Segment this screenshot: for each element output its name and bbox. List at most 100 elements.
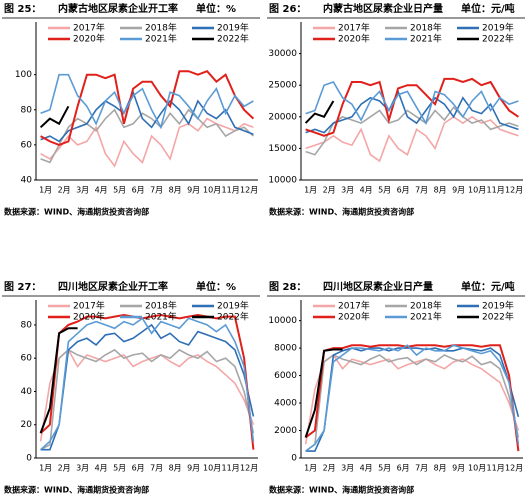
x-tick-label: 3月 (341, 464, 354, 473)
x-tick-label: 3月 (76, 186, 89, 195)
y-tick-label: 20000 (268, 112, 297, 122)
figure-label: 图 25： (4, 3, 41, 15)
legend-label: 2018年 (145, 300, 177, 312)
figure-label: 图 28： (269, 281, 306, 293)
x-tick-label: 9月 (187, 464, 200, 473)
y-tick-label: 25000 (268, 81, 297, 91)
x-tick-label: 11月 (222, 464, 240, 473)
series-line (304, 348, 343, 438)
x-tick-label: 6月 (397, 464, 410, 473)
source-note: 数据来源：WIND、海通期货投资咨询部 (4, 485, 149, 495)
legend-label: 2020年 (338, 33, 370, 45)
y-tick-label: 60 (21, 354, 33, 364)
y-tick-label: 60 (21, 140, 33, 150)
y-tick-label: 10000 (268, 316, 297, 326)
x-tick-label: 12月 (505, 186, 523, 195)
legend-label: 2021年 (410, 311, 442, 323)
source-note: 数据来源：WIND、海通期货投资咨询部 (4, 207, 149, 217)
x-tick-label: 6月 (132, 464, 145, 473)
legend-label: 2018年 (145, 22, 177, 34)
x-tick-label: 8月 (434, 186, 447, 195)
series-line (304, 100, 335, 124)
x-tick-label: 8月 (434, 464, 447, 473)
series-line (39, 348, 255, 442)
y-tick-label: 100 (15, 70, 32, 80)
y-tick-label: 8000 (274, 344, 297, 354)
legend-label: 2021年 (145, 311, 177, 323)
x-tick-label: 2月 (58, 186, 71, 195)
legend-label: 2017年 (73, 300, 105, 312)
x-tick-label: 3月 (76, 464, 89, 473)
series-line (40, 117, 254, 168)
y-tick-label: 4000 (274, 399, 297, 409)
figure-label: 图 27： (4, 281, 41, 293)
x-tick-label: 4月 (95, 186, 108, 195)
y-tick-label: 20 (21, 420, 33, 430)
x-tick-label: 1月 (304, 464, 317, 473)
x-tick-label: 5月 (113, 186, 126, 195)
legend-label: 2022年 (217, 311, 249, 323)
source-note: 数据来源：WIND、海通期货投资咨询部 (269, 485, 414, 495)
x-tick-label: 12月 (240, 464, 258, 473)
x-tick-label: 7月 (415, 464, 428, 473)
unit-label: 单位：% (196, 2, 236, 15)
legend-label: 2022年 (482, 33, 514, 45)
x-tick-label: 4月 (360, 186, 373, 195)
chart-title: 四川地区尿素企业开工率 (58, 280, 168, 293)
y-tick-label: 0 (291, 454, 297, 464)
unit-label: 单位：元/吨 (461, 280, 515, 293)
unit-label: 单位：元/吨 (461, 2, 515, 15)
legend-label: 2019年 (482, 22, 514, 34)
series-line (305, 115, 519, 163)
y-tick-label: 15000 (268, 144, 297, 154)
figure-label: 图 26： (269, 3, 306, 15)
legend-label: 2019年 (217, 22, 249, 34)
legend-label: 2020年 (73, 33, 105, 45)
series-line (39, 327, 78, 434)
x-tick-label: 6月 (397, 186, 410, 195)
unit-label: 单位：% (196, 280, 236, 293)
x-tick-label: 1月 (39, 186, 52, 195)
legend-label: 2022年 (217, 33, 249, 45)
x-tick-label: 7月 (150, 186, 163, 195)
x-tick-label: 5月 (378, 464, 391, 473)
series-line (40, 323, 255, 451)
series-line (40, 90, 254, 143)
y-tick-label: 80 (21, 320, 33, 330)
x-tick-label: 7月 (150, 464, 163, 473)
x-tick-label: 1月 (39, 464, 52, 473)
x-tick-label: 6月 (132, 186, 145, 195)
x-tick-label: 10月 (468, 464, 486, 473)
legend-label: 2021年 (145, 33, 177, 45)
x-tick-label: 11月 (222, 186, 240, 195)
legend-label: 2018年 (410, 300, 442, 312)
series-line (305, 89, 519, 134)
legend-label: 2019年 (482, 300, 514, 312)
legend-label: 2021年 (410, 33, 442, 45)
legend-label: 2022年 (482, 311, 514, 323)
legend-label: 2020年 (338, 311, 370, 323)
x-tick-label: 4月 (95, 464, 108, 473)
x-tick-label: 10月 (203, 464, 221, 473)
x-tick-label: 12月 (505, 464, 523, 473)
chart-title: 四川地区尿素企业日产量 (323, 280, 433, 293)
series-line (305, 354, 520, 452)
series-line (305, 344, 520, 452)
x-tick-label: 5月 (378, 186, 391, 195)
legend-label: 2019年 (217, 300, 249, 312)
x-tick-label: 8月 (169, 464, 182, 473)
x-tick-label: 10月 (203, 186, 221, 195)
legend-label: 2017年 (338, 300, 370, 312)
legend-label: 2018年 (410, 22, 442, 34)
series-line (305, 347, 520, 452)
x-tick-label: 9月 (187, 186, 200, 195)
x-tick-label: 5月 (113, 464, 126, 473)
x-tick-label: 10月 (468, 186, 486, 195)
chart-title: 内蒙古地区尿素企业开工率 (58, 2, 178, 15)
series-line (40, 317, 255, 451)
series-line (39, 105, 70, 129)
x-tick-label: 2月 (323, 186, 336, 195)
x-tick-label: 9月 (452, 186, 465, 195)
series-line (40, 70, 255, 146)
